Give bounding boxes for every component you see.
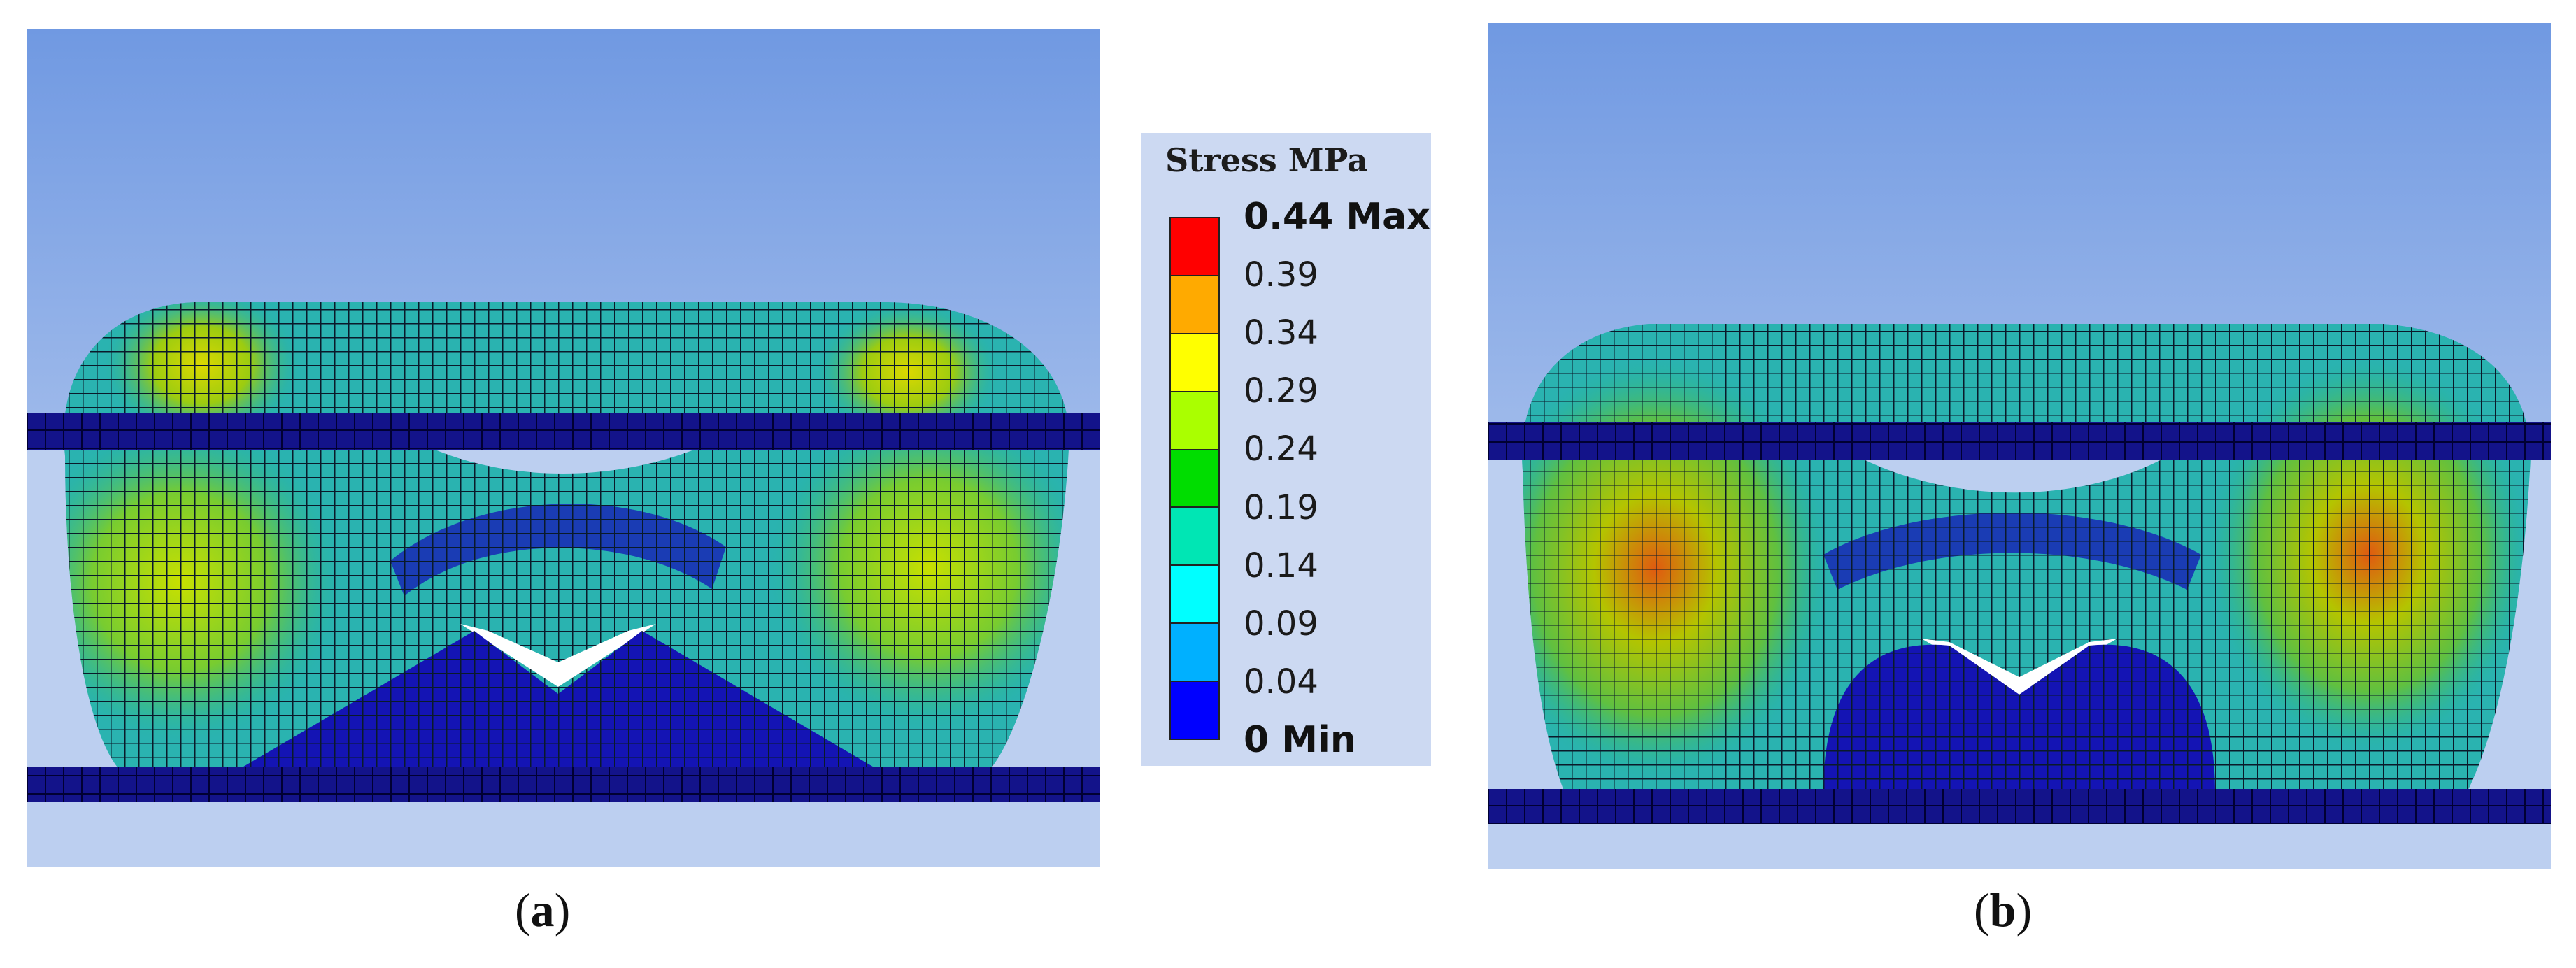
legend-label: 0.09 <box>1244 604 1318 643</box>
legend-label: 0.34 <box>1244 313 1318 353</box>
legend-label: 0.29 <box>1244 371 1318 411</box>
legend-label: 0 Min <box>1244 719 1356 761</box>
stress-contour-a <box>27 29 1100 867</box>
caption-b: (b) <box>1974 883 2033 937</box>
legend-label: 0.04 <box>1244 662 1318 702</box>
legend-swatch <box>1171 566 1218 625</box>
legend-swatch <box>1171 392 1218 450</box>
legend-swatch <box>1171 276 1218 334</box>
simulation-panel-b <box>1488 23 2551 869</box>
legend-label: 0.19 <box>1244 487 1318 527</box>
legend-label: 0.14 <box>1244 546 1318 585</box>
legend-label: 0.44 Max <box>1244 196 1430 238</box>
legend-swatch <box>1171 682 1218 739</box>
legend-swatch <box>1171 218 1218 276</box>
legend-colorbar <box>1169 217 1220 740</box>
simulation-panel-a <box>27 29 1100 867</box>
legend-label: 0.39 <box>1244 255 1318 295</box>
legend-swatch <box>1171 334 1218 392</box>
legend-swatch <box>1171 508 1218 567</box>
legend-title: Stress MPa <box>1165 141 1368 179</box>
caption-a: (a) <box>515 883 571 937</box>
legend-label: 0.24 <box>1244 429 1318 469</box>
legend-swatch <box>1171 450 1218 508</box>
stress-contour-b <box>1488 23 2551 869</box>
legend-swatch <box>1171 624 1218 683</box>
stress-legend: Stress MPa 0.44 Max 0.39 0.34 0.29 0.24 0.19 0… <box>1141 133 1431 766</box>
